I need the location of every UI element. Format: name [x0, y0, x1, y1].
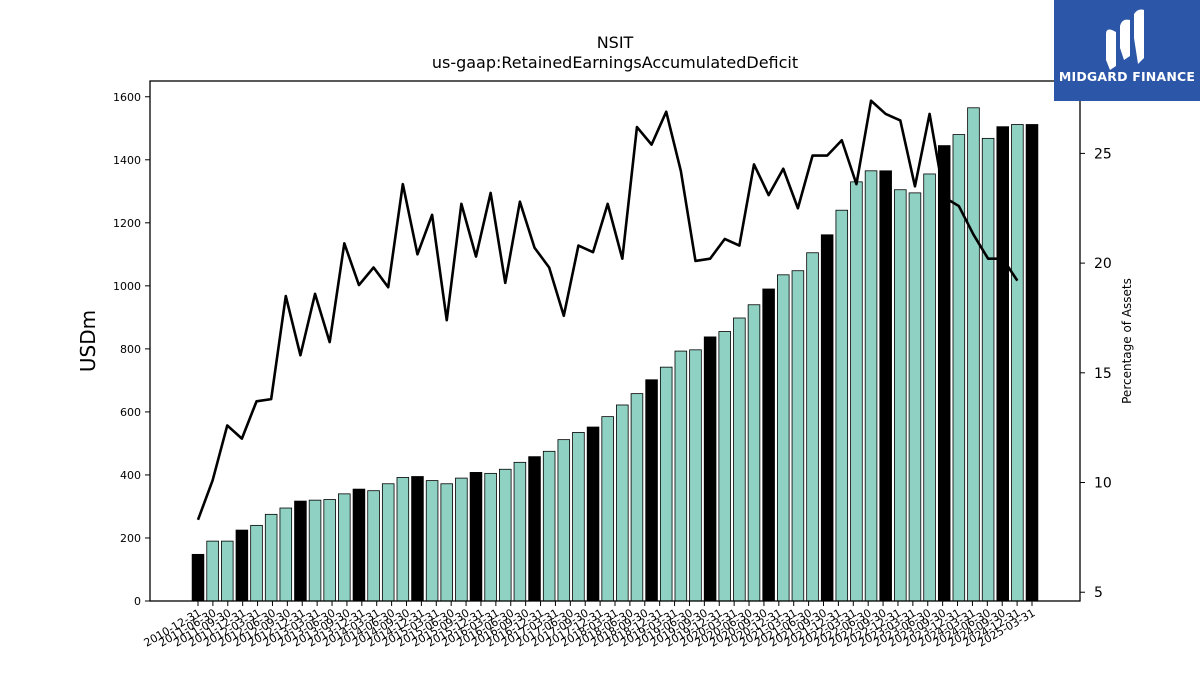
- bars-group: [191, 107, 1039, 602]
- bar: [689, 349, 702, 602]
- bar: [923, 173, 936, 602]
- bar: [820, 234, 834, 602]
- bar: [542, 450, 556, 602]
- y-tick-label: 800: [120, 343, 141, 356]
- bar: [981, 137, 995, 602]
- y-tick-label: 0: [134, 595, 141, 608]
- bar: [191, 553, 205, 602]
- bar: [294, 500, 307, 602]
- bar: [806, 252, 819, 602]
- bar: [630, 393, 644, 602]
- bar: [1011, 124, 1024, 602]
- bar: [411, 476, 424, 602]
- bar: [645, 379, 658, 602]
- axes-group: 0200400600800100012001400160051015202520…: [113, 80, 1112, 650]
- y2-tick-label: 25: [1094, 146, 1112, 162]
- bar: [469, 472, 483, 602]
- bar: [616, 404, 629, 602]
- chart-title: NSIT: [597, 33, 634, 52]
- bar: [659, 366, 673, 602]
- bar: [967, 107, 980, 602]
- y-tick-label: 200: [120, 532, 141, 545]
- y2-axis-label: Percentage of Assets: [1120, 278, 1134, 404]
- y-tick-label: 1600: [113, 91, 141, 104]
- y-tick-label: 1200: [113, 217, 141, 230]
- bar: [835, 209, 849, 602]
- bar: [586, 426, 600, 602]
- bar: [747, 304, 761, 602]
- bar: [850, 181, 863, 602]
- bar: [791, 270, 805, 602]
- line-group: [196, 99, 1019, 521]
- bar: [879, 170, 892, 602]
- bar: [894, 189, 907, 602]
- brand-logo-icon: [1106, 9, 1144, 70]
- bar: [279, 507, 293, 602]
- bar: [908, 192, 922, 602]
- bar: [352, 488, 366, 602]
- brand-logo: MIDGARD FINANCE: [1054, 0, 1200, 101]
- bar: [308, 499, 322, 602]
- bar: [996, 126, 1009, 602]
- bar: [221, 540, 234, 602]
- bar: [499, 468, 512, 602]
- bar: [762, 288, 775, 602]
- bar: [733, 317, 746, 602]
- bar: [528, 456, 541, 602]
- bar: [674, 350, 688, 602]
- bar: [937, 145, 951, 602]
- bar: [440, 483, 453, 602]
- chart-subtitle: us-gaap:RetainedEarningsAccumulatedDefic…: [432, 53, 798, 72]
- bar: [323, 499, 336, 602]
- bar: [557, 439, 571, 602]
- bar: [572, 431, 585, 602]
- bar: [484, 472, 497, 602]
- brand-name: MIDGARD FINANCE: [1058, 69, 1196, 84]
- y2-tick-label: 5: [1094, 585, 1103, 601]
- y-tick-label: 400: [120, 469, 141, 482]
- bar: [367, 490, 380, 602]
- bar: [206, 540, 219, 602]
- y-axis-label: USDm: [76, 310, 100, 372]
- y-tick-label: 1400: [113, 154, 141, 167]
- bar: [513, 461, 527, 602]
- y-tick-label: 1000: [113, 280, 141, 293]
- bar: [250, 524, 263, 602]
- bar: [235, 529, 249, 602]
- bar: [381, 483, 395, 602]
- y2-tick-label: 10: [1094, 476, 1112, 492]
- bar: [455, 477, 468, 602]
- bar: [703, 336, 717, 602]
- bar: [396, 477, 410, 602]
- bar: [601, 416, 614, 602]
- y2-tick-label: 20: [1094, 256, 1112, 272]
- bar: [264, 513, 278, 602]
- percentage-line: [196, 99, 1019, 521]
- bar: [777, 274, 790, 602]
- bar: [1025, 124, 1039, 602]
- bar: [718, 331, 731, 602]
- bar: [864, 170, 878, 602]
- bar: [338, 493, 351, 602]
- y-tick-label: 600: [120, 406, 141, 419]
- y2-tick-label: 15: [1094, 366, 1112, 382]
- bar: [425, 480, 439, 602]
